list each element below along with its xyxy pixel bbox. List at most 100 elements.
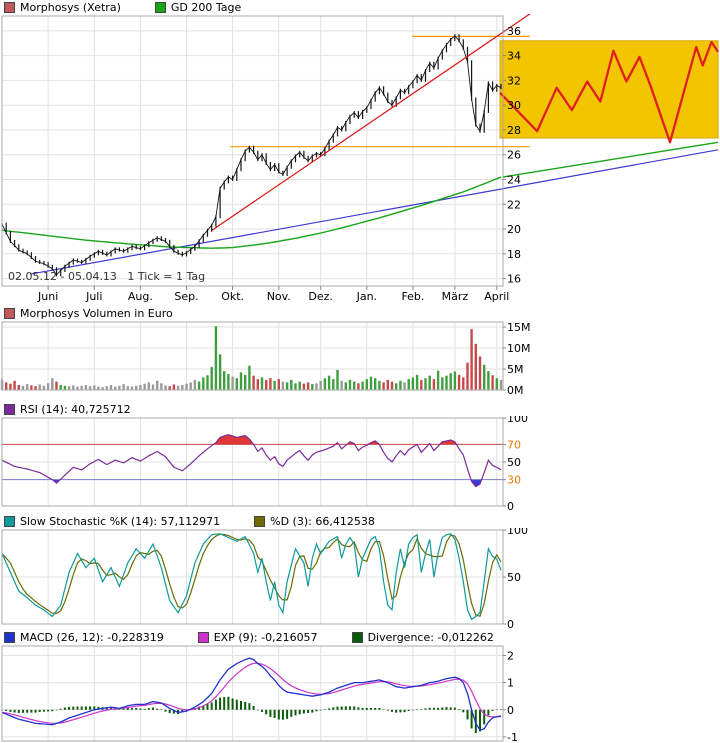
macd-gridlines [2,655,503,738]
projection-zigzag [499,40,719,144]
price-y-tick-label: 20 [507,223,521,236]
price-series-swatch [4,1,15,13]
volume-y-tick-label: 5M [507,363,524,376]
macd-swatch [4,631,15,643]
month-label: April [484,290,509,303]
date-range-label: 02.05.12 - 05.04.13 1 Tick = 1 Tag [8,270,205,283]
legend-entry-volume: Morphosys Volumen in Euro [4,307,173,320]
price-y-tick-label: 22 [507,198,521,211]
stoch-y-tick-label: 0 [507,618,514,630]
month-label: Jan. [356,290,377,303]
month-label: Okt. [221,290,244,303]
projection-band [499,40,719,139]
gd200-extension-line [502,141,719,178]
volume-panel: Morphosys Volumen in Euro 15M 10M 5M 0M [0,306,720,402]
stoch-y-tick-label: 50 [507,571,521,584]
stoch-k-swatch [4,515,15,527]
month-label: Nov. [267,290,291,303]
rsi-panel: RSI (14): 40,725712 100 70 50 30 0 [0,402,720,514]
legend-entry-price: Morphosys (Xetra) [4,1,121,14]
price-gridlines [2,30,503,280]
exp-swatch [197,631,209,643]
volume-y-tick-label: 0M [507,384,524,397]
price-y-tick-label: 28 [507,124,521,137]
volume-bars [0,326,503,390]
rsi-chart-plot[interactable]: 100 70 50 30 0 [0,416,720,514]
rsi-gridlines [2,417,503,507]
plot-border [1,321,504,391]
divergence-swatch [351,631,363,643]
month-label: Aug. [128,290,153,303]
volume-y-tick-label: 15M [507,321,531,334]
plot-border [1,15,504,287]
legend-entry-rsi: RSI (14): 40,725712 [4,403,131,416]
rsi-line [1,434,502,488]
plot-border [1,645,504,742]
volume-chart-plot[interactable]: 15M 10M 5M 0M [0,320,720,402]
rsi-label: RSI (14): 40,725712 [20,402,131,416]
gd200-line [1,176,502,249]
volume-y-tick-label: 10M [507,342,531,355]
month-gridlines [47,322,498,390]
exp-line [1,662,502,724]
volume-label: Morphosys Volumen in Euro [20,306,173,320]
price-series-label: Morphosys (Xetra) [20,0,121,14]
stoch-d-line [1,533,502,617]
price-y-tick-label: 30 [507,99,521,112]
rsi-y-tick-label: 70 [507,438,521,451]
volume-swatch [4,307,15,319]
price-x-axis-labels: Juni Juli Aug. Sep. Okt. Nov. Dez. Jan. Feb. März… [37,286,509,303]
price-bars [1,34,502,277]
month-label: Feb. [401,290,424,303]
rsi-y-tick-label: 100 [507,416,528,425]
stochastic-panel: Slow Stochastic %K (14): 57,112971 %D (3… [0,514,720,630]
month-gridlines [47,16,498,286]
legend-entry-divergence: Divergence: -0,012262 [351,630,494,644]
price-y-tick-label: 26 [507,149,521,162]
rsi-swatch [4,403,15,415]
month-label: Sep. [174,290,198,303]
macd-y-tick-label: 1 [507,677,514,690]
gd200-label: GD 200 Tage [170,0,242,14]
stoch-d-swatch [254,515,266,527]
month-gridlines [47,530,498,624]
month-label: Juni [37,290,58,303]
stochastic-chart-plot[interactable]: 100 50 0 [0,528,720,630]
stoch-d-label: %D (3): 66,412538 [270,514,375,528]
volume-y-axis-labels: 15M 10M 5M 0M [503,321,531,397]
macd-chart-plot[interactable]: 2 1 0 -1 [0,644,720,743]
divergence-label: Divergence: -0,012262 [367,630,494,644]
rsi-y-tick-label: 0 [507,500,514,513]
legend-entry-gd200: GD 200 Tage [154,0,242,14]
gd200-swatch [154,1,166,13]
price-chart-plot[interactable]: 16 18 20 22 24 26 28 30 32 34 36 Juni Juli Aug. Sep. Ok… [0,14,720,306]
stochastic-legend: Slow Stochastic %K (14): 57,112971 %D (3… [0,514,720,528]
volume-legend: Morphosys Volumen in Euro [0,306,720,320]
price-y-tick-label: 24 [507,173,521,186]
rsi-oversold-fill [52,479,482,487]
exp-label: EXP (9): -0,216057 [213,630,318,644]
legend-entry-macd: MACD (26, 12): -0,228319 [4,631,164,644]
price-y-axis-labels: 16 18 20 22 24 26 28 30 32 34 36 [503,25,521,286]
price-y-tick-label: 32 [507,74,521,87]
stoch-k-label: Slow Stochastic %K (14): 57,112971 [20,514,221,528]
rsi-y-tick-label: 30 [507,474,521,487]
rsi-legend: RSI (14): 40,725712 [0,402,720,416]
macd-y-tick-label: 2 [507,650,514,663]
divergence-histogram [1,696,502,733]
price-close-line [1,35,502,276]
price-panel: Morphosys (Xetra) GD 200 Tage 16 18 20 22 24… [0,0,720,306]
price-legend: Morphosys (Xetra) GD 200 Tage [0,0,720,14]
month-label: Dez. [308,290,333,303]
legend-entry-exp: EXP (9): -0,216057 [197,630,318,644]
macd-y-axis-labels: 2 1 0 -1 [503,650,518,743]
price-y-tick-label: 34 [507,50,521,63]
month-label: März [442,290,469,303]
rsi-y-axis-labels: 100 70 50 30 0 [503,416,528,513]
price-y-tick-label: 36 [507,25,521,38]
macd-legend: MACD (26, 12): -0,228319 EXP (9): -0,216… [0,630,720,644]
blue-trendline [29,149,719,275]
macd-label: MACD (26, 12): -0,228319 [20,630,164,644]
price-y-tick-label: 16 [507,273,521,286]
